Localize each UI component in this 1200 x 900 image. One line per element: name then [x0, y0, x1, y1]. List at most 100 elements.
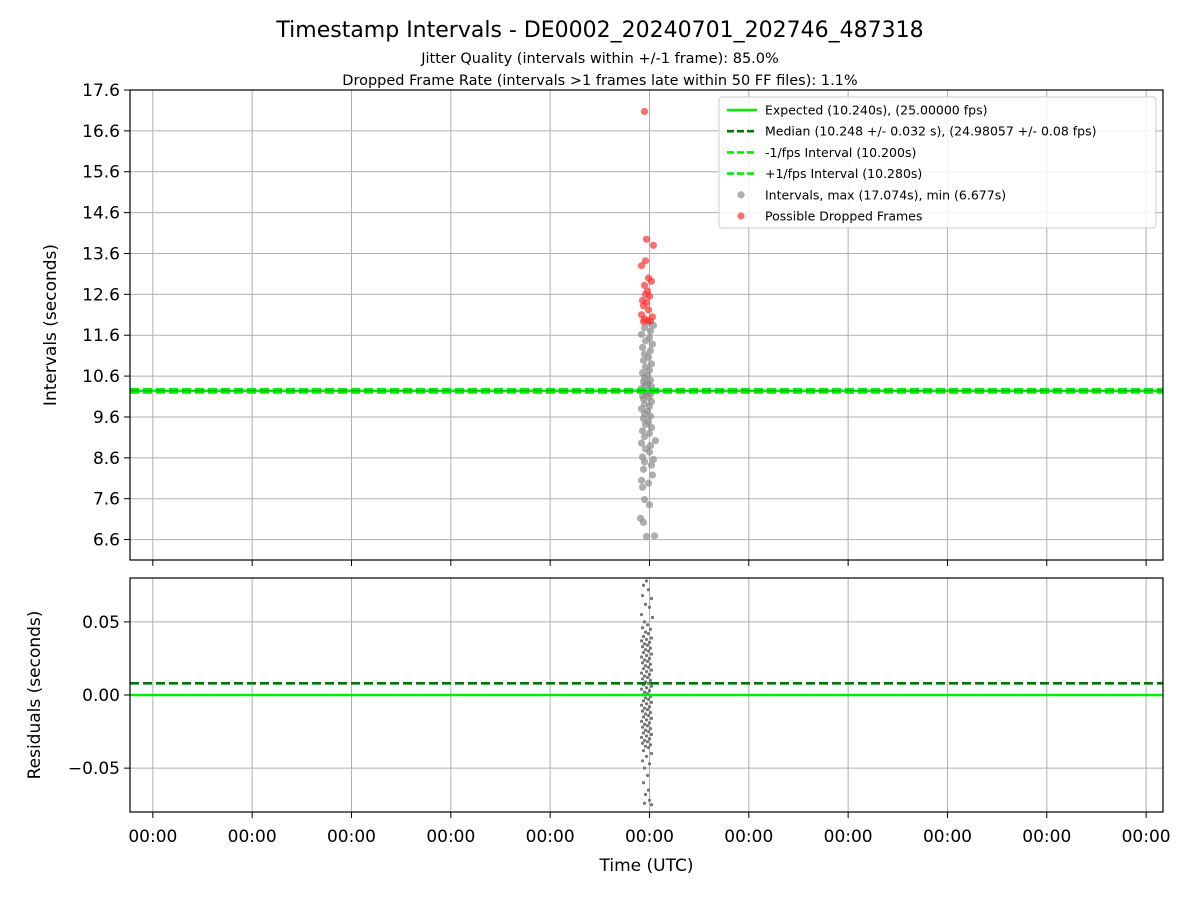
- residuals-xtick-label: 00:00: [526, 827, 575, 847]
- residuals-data-point: [639, 639, 644, 643]
- residuals-ytick-label: 0.00: [82, 686, 120, 706]
- intervals-data-point: [647, 423, 656, 432]
- residuals-data-point: [647, 689, 652, 693]
- residuals-data-point: [649, 803, 654, 807]
- residuals-data-point: [646, 788, 651, 792]
- legend-label: Median (10.248 +/- 0.032 s), (24.98057 +…: [765, 124, 1096, 139]
- legend-label: Expected (10.240s), (25.00000 fps): [765, 103, 987, 118]
- residuals-ytick-label: −0.05: [68, 759, 120, 779]
- figure-title: Timestamp Intervals - DE0002_20240701_20…: [275, 18, 923, 43]
- residuals-xtick-label: 00:00: [824, 827, 873, 847]
- residuals-data-point: [640, 759, 645, 763]
- intervals-panel: 6.6 7.6 8.6 9.6 10.6 11.6 12.6 13.6 14.6 15.6 16.6…: [41, 81, 1164, 566]
- residuals-data-point: [642, 766, 647, 770]
- residuals-data-point: [645, 724, 650, 728]
- residuals-data-point: [649, 751, 654, 756]
- residuals-data-point: [639, 735, 644, 740]
- residuals-data-point: [640, 593, 645, 598]
- intervals-ytick-label: 7.6: [93, 490, 120, 510]
- intervals-data-point: [647, 277, 656, 285]
- residuals-data-point: [648, 627, 653, 631]
- legend: Expected (10.240s), (25.00000 fps) Median…: [718, 96, 1157, 229]
- intervals-data-point: [640, 350, 649, 358]
- residuals-data-point: [643, 712, 648, 716]
- intervals-data-point: [647, 360, 656, 368]
- residuals-data-point: [643, 630, 648, 634]
- residuals-data-point: [640, 645, 645, 649]
- intervals-data-point: [640, 281, 649, 289]
- intervals-data-point: [638, 369, 647, 377]
- intervals-ytick-label: 10.6: [82, 367, 120, 387]
- intervals-axes-frame: [129, 89, 1164, 561]
- intervals-data-point: [646, 327, 655, 335]
- intervals-data-point: [637, 262, 646, 270]
- intervals-data-point: [640, 324, 649, 332]
- intervals-ytick-label: 17.6: [82, 81, 120, 101]
- intervals-data-point: [649, 455, 658, 464]
- residuals-data-point: [644, 754, 649, 759]
- residuals-xtick-label: 00:00: [1022, 827, 1071, 847]
- residuals-data-point: [648, 646, 653, 650]
- intervals-ytick-label: 13.6: [82, 244, 120, 264]
- legend-entry: Intervals, max (17.074s), min (6.677s): [737, 187, 1006, 202]
- residuals-xlabel: Time (UTC): [599, 856, 694, 876]
- intervals-data-point: [644, 479, 653, 487]
- residuals-data-point: [641, 731, 646, 735]
- residuals-data-point: [641, 715, 646, 719]
- residuals-data-point: [642, 738, 647, 742]
- residuals-data-point: [643, 792, 648, 797]
- residuals-data-point: [639, 687, 644, 691]
- residuals-data-point: [646, 681, 651, 685]
- legend-label: +1/fps Interval (10.280s): [765, 166, 922, 181]
- residuals-data-point: [641, 634, 646, 639]
- residuals-data-point: [645, 773, 650, 778]
- residuals-data-point: [645, 623, 650, 627]
- residuals-data-point: [647, 705, 652, 709]
- residuals-data-point: [646, 697, 651, 701]
- intervals-data-point: [649, 241, 658, 249]
- residuals-data-point: [648, 710, 653, 715]
- residuals-data-point: [647, 798, 652, 802]
- intervals-ytick-label: 15.6: [82, 163, 120, 183]
- residuals-data-point: [644, 637, 649, 642]
- intervals-data-point: [637, 476, 646, 484]
- intervals-data-point: [641, 363, 650, 371]
- residuals-data-point: [643, 648, 648, 652]
- residuals-data-point: [642, 658, 647, 662]
- intervals-ylabel: Intervals (seconds): [41, 244, 61, 406]
- intervals-data-point: [638, 427, 647, 435]
- residuals-data-point: [648, 727, 653, 731]
- residuals-xtick-label: 00:00: [923, 827, 972, 847]
- residuals-data-point: [648, 743, 653, 747]
- residuals-data-point: [644, 579, 649, 583]
- residuals-data-point: [648, 662, 653, 666]
- residuals-data-point: [642, 642, 647, 646]
- residuals-xtick-label: 00:00: [327, 827, 376, 847]
- residuals-data-point: [641, 781, 646, 785]
- legend-entry: -1/fps Interval (10.200s): [727, 145, 916, 160]
- residuals-xtick-label: 00:00: [228, 827, 277, 847]
- legend-entry: Median (10.248 +/- 0.032 s), (24.98057 +…: [727, 124, 1096, 139]
- intervals-data-point: [646, 441, 655, 450]
- residuals-data-point: [646, 713, 651, 718]
- residuals-xtick-label: 00:00: [426, 827, 475, 847]
- intervals-data-point: [645, 429, 654, 437]
- residuals-data-point: [641, 667, 646, 671]
- legend-entry: +1/fps Interval (10.280s): [727, 166, 922, 181]
- residuals-data-point: [642, 801, 647, 805]
- residuals-data-point: [645, 675, 650, 680]
- legend-label: Possible Dropped Frames: [765, 209, 922, 224]
- residuals-data-point: [649, 700, 654, 704]
- intervals-data-point: [640, 495, 649, 504]
- residuals-xtick-label: 00:00: [128, 827, 177, 847]
- intervals-data-point: [646, 317, 655, 325]
- intervals-data-point: [641, 257, 650, 265]
- residuals-data-point: [642, 690, 647, 694]
- residuals-data-point: [649, 668, 654, 672]
- residuals-data-point: [642, 674, 647, 678]
- residuals-data-point: [645, 740, 650, 744]
- residuals-data-point: [642, 706, 647, 710]
- residuals-data-point: [643, 696, 648, 700]
- legend-label: -1/fps Interval (10.200s): [765, 145, 916, 160]
